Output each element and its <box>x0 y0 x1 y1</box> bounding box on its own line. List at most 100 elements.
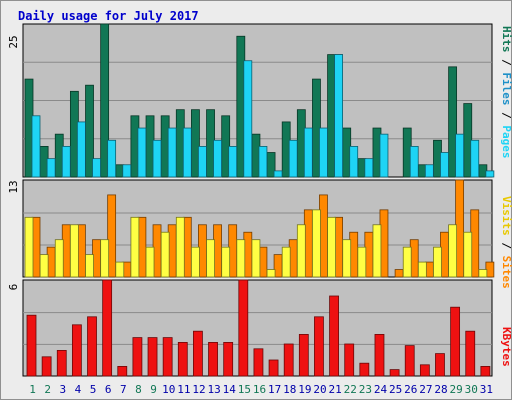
bar-sites-day-22 <box>342 239 352 278</box>
bar-sites-day-12 <box>191 246 200 278</box>
bar-kbytes-day-21 <box>329 295 339 377</box>
top-max-label: 25 <box>7 35 20 48</box>
day-label-25: 25 <box>389 383 402 396</box>
bar-sites-day-20 <box>312 209 321 278</box>
bar-kbytes-day-24 <box>374 333 385 377</box>
bar-sites-day-7 <box>115 261 125 278</box>
bar-kbytes-day-20 <box>314 316 324 377</box>
bar-kbytes-day-3 <box>56 349 67 377</box>
day-label-21: 21 <box>329 383 342 396</box>
bar-files-day-6 <box>107 139 117 178</box>
visits-sites-panel <box>22 179 495 278</box>
bar-kbytes-day-26 <box>404 345 415 377</box>
day-label-12: 12 <box>192 383 205 396</box>
day-axis: 1 2 3 4 5 6 7 8 9 10 11 12 13 14 15 16 17 18 19 20 21 22 23 24 2… <box>29 383 493 396</box>
bar-sites-day-13 <box>206 239 215 278</box>
bar-sites-day-8 <box>130 216 140 278</box>
bottom-series-legend: KBytes <box>500 327 512 367</box>
bar-kbytes-day-14 <box>223 341 234 377</box>
day-label-13: 13 <box>207 383 220 396</box>
bar-files-day-7 <box>122 164 132 178</box>
day-label-5: 5 <box>90 383 97 396</box>
bar-kbytes-day-22 <box>344 343 355 377</box>
bar-files-day-14 <box>228 145 238 178</box>
bar-sites-day-31 <box>478 269 488 278</box>
bar-sites-day-27 <box>417 261 427 278</box>
bar-files-day-18 <box>288 139 298 178</box>
bar-sites-day-2 <box>39 254 49 278</box>
bar-files-day-27 <box>424 164 434 178</box>
bar-kbytes-day-23 <box>359 362 370 377</box>
bar-sites-day-18 <box>281 246 291 278</box>
day-label-8: 8 <box>135 383 142 396</box>
bar-sites-day-3 <box>54 239 64 278</box>
bar-sites-day-5 <box>85 254 94 278</box>
day-label-11: 11 <box>177 383 190 396</box>
legend-sites: Sites <box>500 256 512 289</box>
bar-files-day-13 <box>213 139 222 178</box>
day-label-15: 15 <box>238 383 251 396</box>
bar-sites-day-21 <box>327 216 336 278</box>
bar-files-day-15 <box>243 60 253 178</box>
legend-hits: Hits <box>500 26 512 53</box>
legend-sep-3: / <box>500 236 512 256</box>
bar-files-day-20 <box>319 127 328 178</box>
bar-files-day-10 <box>167 127 177 178</box>
bar-files-day-26 <box>409 145 419 178</box>
day-label-20: 20 <box>313 383 326 396</box>
day-label-29: 29 <box>450 383 463 396</box>
day-label-14: 14 <box>223 383 237 396</box>
bar-kbytes-day-17 <box>268 359 279 377</box>
day-label-4: 4 <box>75 383 82 396</box>
bar-sites-day-6 <box>100 239 110 278</box>
bar-sites-day-24 <box>372 224 382 278</box>
bar-kbytes-day-30 <box>465 330 476 377</box>
bar-sites-day-14 <box>221 246 231 278</box>
bar-kbytes-day-13 <box>208 341 218 377</box>
day-label-2: 2 <box>44 383 51 396</box>
bar-kbytes-day-6 <box>102 279 113 377</box>
bar-kbytes-day-9 <box>147 337 158 377</box>
bar-files-day-17 <box>273 170 283 178</box>
bar-sites-day-4 <box>69 224 79 278</box>
bar-sites-day-23 <box>357 246 367 278</box>
bar-sites-day-17 <box>266 269 276 278</box>
legend-sep-1: / <box>500 53 512 73</box>
bar-files-day-12 <box>198 145 207 178</box>
kbytes-panel <box>22 279 493 377</box>
bar-kbytes-day-19 <box>298 333 309 377</box>
bar-sites-day-30 <box>463 231 473 278</box>
day-label-23: 23 <box>359 383 372 396</box>
bar-files-day-19 <box>303 127 313 178</box>
bar-files-day-9 <box>152 139 162 178</box>
bottom-max-label: 6 <box>7 284 20 291</box>
top-series-legend: Hits / Files / Pages <box>500 26 512 159</box>
day-label-27: 27 <box>419 383 432 396</box>
bar-kbytes-day-16 <box>253 348 264 377</box>
bar-files-day-23 <box>364 158 374 178</box>
legend-files: Files <box>500 72 512 105</box>
bar-kbytes-day-27 <box>419 364 430 377</box>
day-label-28: 28 <box>434 383 447 396</box>
bar-kbytes-day-15 <box>238 279 249 377</box>
bar-kbytes-day-12 <box>193 330 203 377</box>
day-label-9: 9 <box>150 383 157 396</box>
bar-kbytes-day-7 <box>117 365 128 377</box>
bar-kbytes-day-5 <box>87 316 97 377</box>
bar-sites-day-1 <box>24 216 34 278</box>
bar-files-day-8 <box>137 127 147 178</box>
bar-visits-day-25 <box>394 269 404 278</box>
bar-files-day-31 <box>485 170 495 178</box>
bar-kbytes-day-10 <box>162 337 173 377</box>
bar-kbytes-day-11 <box>177 341 188 377</box>
bar-files-day-2 <box>46 158 56 178</box>
day-label-17: 17 <box>268 383 281 396</box>
bar-files-day-22 <box>349 145 359 178</box>
day-label-7: 7 <box>120 383 127 396</box>
day-label-16: 16 <box>253 383 266 396</box>
bar-hits-day-29 <box>448 66 458 178</box>
day-label-24: 24 <box>374 383 388 396</box>
day-label-10: 10 <box>162 383 175 396</box>
bar-kbytes-day-29 <box>450 306 461 377</box>
